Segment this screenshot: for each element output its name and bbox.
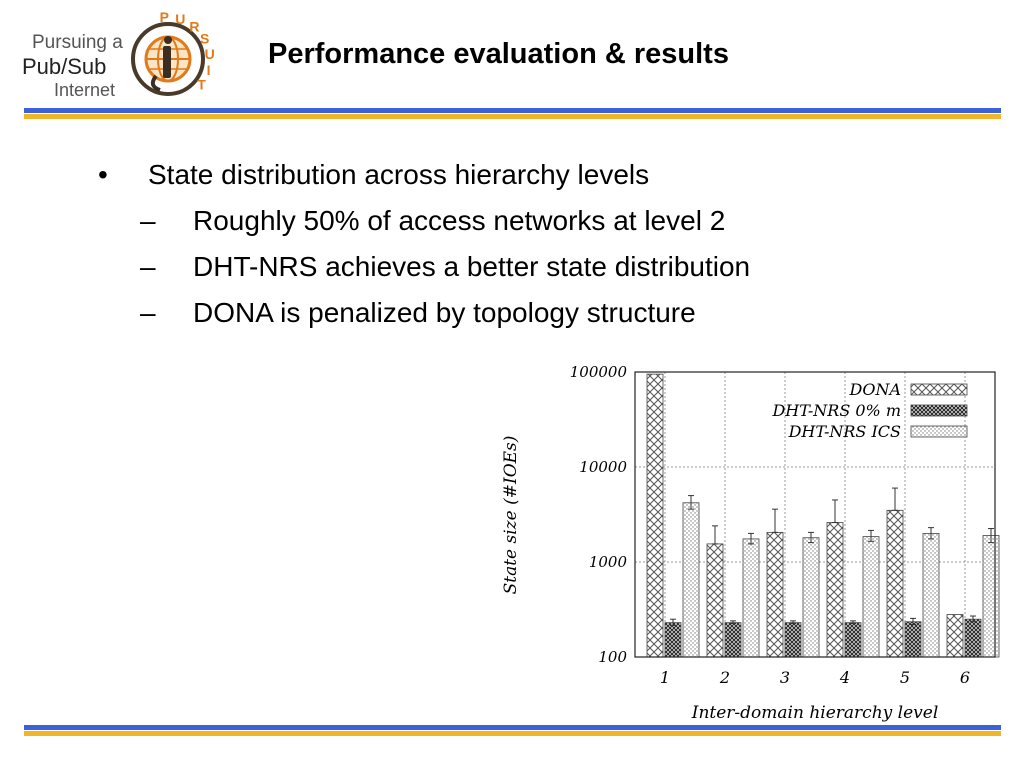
sub-bullet-3: DONA is penalized by topology structure — [193, 297, 696, 328]
chart-bar — [982, 535, 1000, 658]
chart-bar — [742, 538, 760, 658]
chart-bar — [766, 531, 784, 658]
logo-line-3: Internet — [54, 80, 116, 100]
chart-legend-label: DHT-NRS 0% m — [771, 401, 901, 420]
chart-bar — [844, 622, 862, 658]
chart-legend-swatch — [910, 404, 968, 417]
chart-legend-label: DHT-NRS ICS — [788, 422, 901, 441]
logo-arc-letter: I — [207, 62, 211, 78]
chart-y-tick-label: 10000 — [579, 458, 627, 476]
chart-x-axis-label: Inter-domain hierarchy level — [691, 703, 939, 723]
slide-title: Performance evaluation & results — [268, 38, 729, 70]
chart-legend: DONA DHT-NRS 0% m DHT-NRS ICS — [771, 380, 968, 441]
logo-arc-letter: U — [205, 46, 215, 62]
logo-arc-letter: T — [197, 76, 206, 92]
logo-line-1: Pursuing a — [32, 32, 123, 53]
chart-bar — [802, 537, 820, 658]
chart-axes: 100 1000 10000 100000 1 2 3 4 5 6 — [570, 363, 996, 687]
chart-bar — [862, 536, 880, 658]
chart-bar — [784, 622, 802, 658]
sub-bullet-2: DHT-NRS achieves a better state distribu… — [193, 251, 751, 282]
chart-legend-swatch — [910, 383, 968, 396]
footer-band-blue — [24, 725, 1001, 730]
state-size-chart: 100 1000 10000 100000 1 2 3 4 5 6 DONA DHT-NRS 0% … — [501, 363, 1000, 723]
chart-y-axis-label: State size (#IOEs) — [501, 436, 521, 595]
logo-arc-letter: S — [200, 31, 209, 47]
chart-bar — [664, 622, 682, 658]
chart-bar — [682, 502, 700, 658]
header-band-gold — [24, 114, 1001, 119]
chart-bar — [646, 373, 664, 658]
chart-bar — [826, 522, 844, 658]
chart-x-tick-label: 1 — [660, 668, 670, 687]
logo-arc-letter: U — [175, 11, 185, 27]
chart-bar — [886, 509, 904, 658]
logo-line-2: Pub/Sub — [22, 54, 107, 79]
chart-x-tick-label: 4 — [839, 668, 850, 687]
chart-y-tick-label: 100 — [598, 648, 627, 666]
chart-bar — [922, 533, 940, 658]
chart-legend-swatch — [910, 425, 968, 438]
sub-bullet-marker: – — [140, 205, 156, 236]
chart-bar — [946, 614, 964, 658]
bullet-main: State distribution across hierarchy leve… — [148, 159, 650, 190]
chart-x-tick-label: 6 — [960, 668, 970, 687]
footer-band-gold — [24, 731, 1001, 736]
bullet-marker: • — [98, 159, 108, 190]
chart-bar — [724, 622, 742, 658]
logo-arc-letter: R — [189, 18, 199, 34]
sub-bullet-1: Roughly 50% of access networks at level … — [193, 205, 726, 236]
sub-bullet-marker: – — [140, 297, 156, 328]
logo-arc-letter: P — [160, 9, 169, 25]
chart-frame — [634, 371, 996, 658]
chart-bar — [706, 543, 724, 658]
sub-bullet-marker: – — [140, 251, 156, 282]
chart-x-tick-label: 2 — [719, 668, 730, 687]
chart-x-tick-label: 3 — [780, 668, 790, 687]
chart-y-tick-label: 1000 — [589, 553, 628, 571]
chart-y-tick-label: 100000 — [570, 363, 628, 381]
chart-legend-label: DONA — [849, 380, 902, 399]
header-band-blue — [24, 108, 1001, 113]
chart-x-tick-label: 5 — [900, 668, 910, 687]
chart-bar — [964, 618, 982, 658]
chart-bar — [904, 621, 922, 658]
